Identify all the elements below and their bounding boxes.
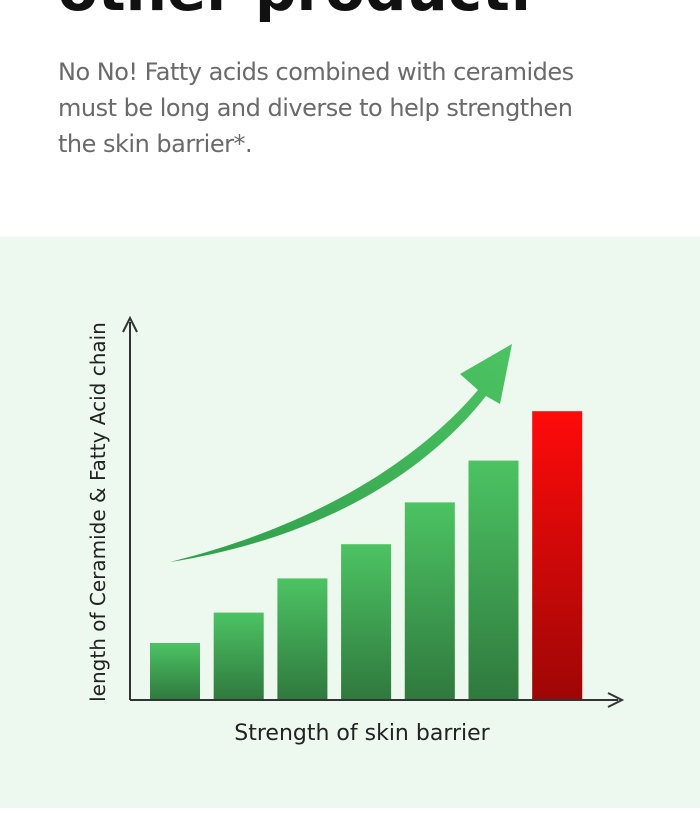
chart-panel <box>0 237 700 808</box>
heading: other product. <box>58 0 532 24</box>
bar-shade <box>213 612 264 700</box>
bar-shade <box>532 411 583 700</box>
bar-shade <box>150 643 200 700</box>
paragraph-line: No No! Fatty acids combined with ceramid… <box>58 58 574 86</box>
bar-shade <box>277 578 328 700</box>
x-axis-label: Strength of skin barrier <box>234 721 490 746</box>
paragraph-line: must be long and diverse to help strengt… <box>58 94 573 122</box>
bar-shade <box>468 460 519 700</box>
paragraph: No No! Fatty acids combined with ceramid… <box>58 54 658 162</box>
y-axis-arrow <box>122 315 138 333</box>
trend-arrow <box>170 344 512 562</box>
y-axis-label: length of Ceramide & Fatty Acid chain <box>86 322 110 702</box>
bar-shade <box>341 544 392 700</box>
x-axis-arrow <box>607 692 625 708</box>
bar-shade <box>404 502 455 700</box>
paragraph-line: the skin barrier*. <box>58 130 253 158</box>
